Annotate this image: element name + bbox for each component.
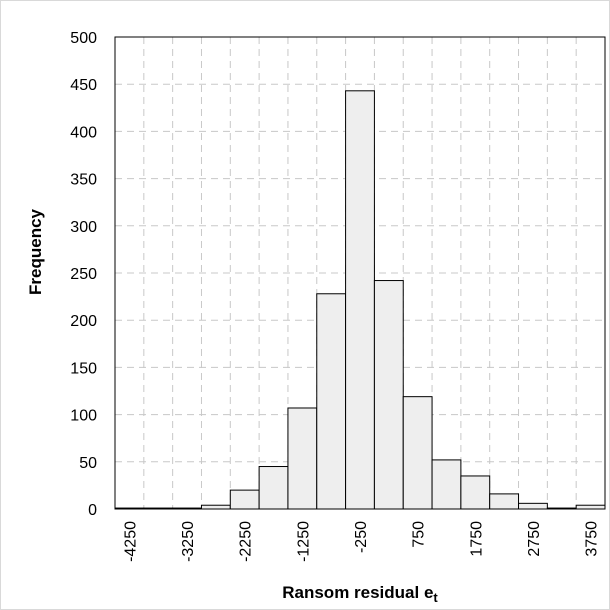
- x-tick-label: -1250: [295, 521, 312, 562]
- y-tick-label: 100: [70, 408, 97, 425]
- histogram-bar: [345, 90, 375, 510]
- x-axis-title-subscript: t: [433, 590, 438, 605]
- histogram-bar: [575, 504, 606, 510]
- x-tick-label: -250: [353, 521, 370, 553]
- x-tick-label: 3750: [584, 521, 601, 557]
- x-tick-label: 750: [411, 521, 428, 548]
- y-axis-title: Frequency: [26, 208, 45, 295]
- x-axis-title-main: Ransom residual e: [282, 583, 433, 602]
- histogram-bar: [373, 280, 404, 510]
- y-tick-label: 350: [70, 172, 97, 189]
- x-axis-title: Ransom residual et: [282, 583, 438, 605]
- histogram-bar: [200, 504, 231, 510]
- histogram-bar: [460, 475, 491, 510]
- y-tick-label: 50: [79, 455, 97, 472]
- x-tick-label: -4250: [122, 521, 139, 562]
- y-tick-label: 300: [70, 219, 97, 236]
- y-tick-label: 150: [70, 360, 97, 377]
- histogram-bar: [316, 293, 347, 510]
- bars: [114, 90, 606, 510]
- histogram-bar: [489, 493, 520, 510]
- y-tick-labels: 0 50 100 150 200 250 300 350 400 450 500: [70, 30, 97, 519]
- x-tick-label: -2250: [238, 521, 255, 562]
- x-tick-label: -3250: [180, 521, 197, 562]
- y-tick-label: 400: [70, 124, 97, 141]
- histogram-bar: [258, 466, 289, 510]
- y-tick-label: 500: [70, 30, 97, 47]
- y-tick-label: 250: [70, 266, 97, 283]
- y-tick-label: 200: [70, 313, 97, 330]
- y-tick-label: 0: [88, 502, 97, 519]
- histogram-bar: [431, 459, 462, 510]
- histogram-bar: [518, 502, 548, 510]
- x-tick-label: 2750: [526, 521, 543, 557]
- histogram-bar: [402, 396, 433, 510]
- x-tick-label: 1750: [468, 521, 485, 557]
- x-tick-labels: -4250 -3250 -2250 -1250 -250 750 1750 2750 3750: [122, 521, 600, 562]
- y-tick-label: 450: [70, 77, 97, 94]
- histogram-bar: [229, 489, 260, 510]
- plot-area-border: [114, 36, 606, 510]
- histogram-bar: [287, 407, 318, 510]
